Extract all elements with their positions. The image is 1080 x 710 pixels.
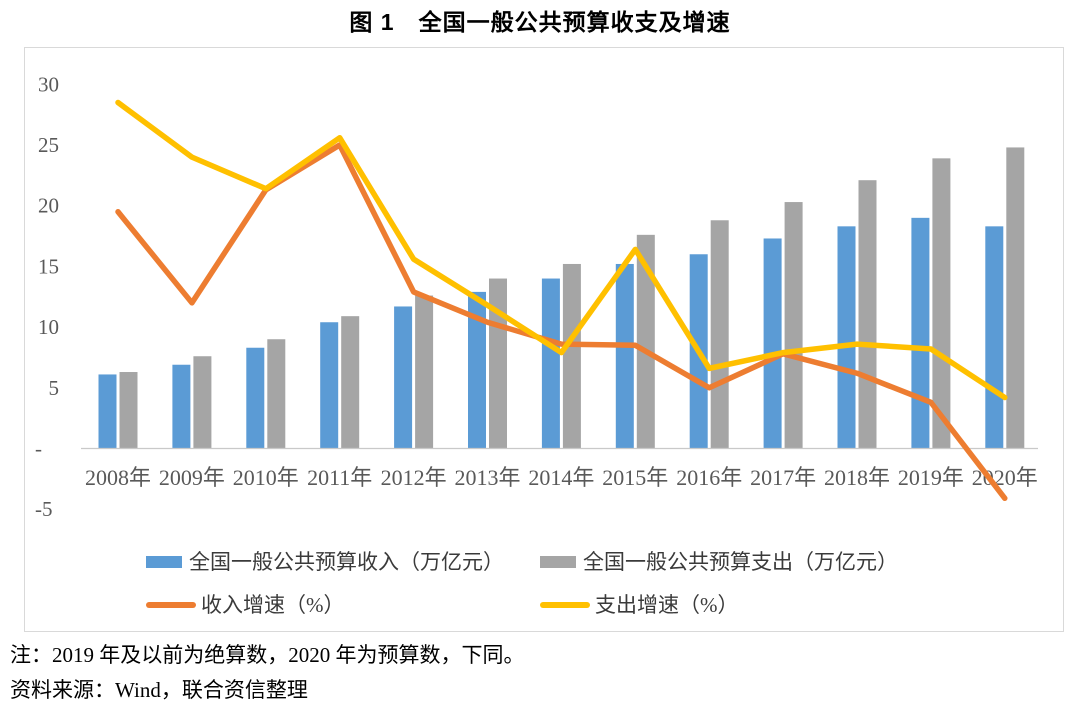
x-tick-label: 2014年 [528, 465, 594, 490]
expenditure-bars [119, 147, 1025, 449]
legend-swatch-revenue-growth-line [146, 602, 196, 608]
y-tick-label: 15 [38, 254, 59, 278]
data-source: 资料来源：Wind，联合资信整理 [10, 678, 308, 702]
bar-expenditure-2020年 [1006, 147, 1025, 449]
x-axis-labels: 2008年 2009年 2010年 2011年 2012年 2013年 2014年 2015年… [85, 465, 1038, 490]
legend-item-revenue-growth: 收入增速（%） [146, 594, 345, 616]
legend-item-expenditure-bar: 全国一般公共预算支出（万亿元） [540, 551, 898, 573]
y-tick-label: 30 [38, 72, 59, 96]
bar-expenditure-2012年 [415, 295, 434, 449]
x-tick-label: 2010年 [233, 465, 299, 490]
legend-label-expenditure-bar: 全国一般公共预算支出（万亿元） [583, 550, 898, 574]
bar-expenditure-2018年 [858, 180, 877, 449]
footnote: 注：2019 年及以前为绝算数，2020 年为预算数，下同。 [10, 643, 525, 667]
x-tick-label: 2017年 [750, 465, 816, 490]
bar-expenditure-2016年 [710, 220, 729, 449]
bar-revenue-2012年 [394, 306, 413, 449]
x-tick-label: 2013年 [454, 465, 520, 490]
bar-revenue-2019年 [911, 217, 930, 449]
x-tick-label: 2009年 [159, 465, 225, 490]
bar-expenditure-2010年 [267, 339, 286, 449]
legend-label-expenditure-growth: 支出增速（%） [595, 593, 739, 617]
bar-revenue-2018年 [837, 226, 856, 449]
bar-expenditure-2013年 [489, 278, 507, 449]
y-tick-label: - [35, 437, 42, 461]
bar-revenue-2015年 [615, 263, 634, 449]
bar-expenditure-2017年 [784, 202, 803, 449]
x-tick-label: 2015年 [602, 465, 668, 490]
y-tick-label: 10 [38, 315, 59, 339]
bar-revenue-2009年 [172, 364, 191, 449]
bar-revenue-2008年 [98, 374, 117, 449]
y-tick-label: 5 [49, 376, 60, 400]
bar-expenditure-2008年 [119, 372, 138, 449]
x-tick-label: 2012年 [381, 465, 447, 490]
bar-expenditure-2014年 [562, 263, 581, 449]
bar-revenue-2020年 [985, 226, 1004, 449]
bar-revenue-2011年 [320, 322, 339, 449]
y-tick-label: 20 [38, 194, 59, 218]
chart-panel: 30 25 20 15 10 5- -5 2008年 2009年 2010年 2011年 2012年 2… [24, 47, 1064, 632]
legend-label-revenue-bar: 全国一般公共预算收入（万亿元） [189, 550, 504, 574]
bar-revenue-2014年 [541, 278, 560, 449]
bar-revenue-2013年 [468, 291, 486, 449]
x-tick-label: 2011年 [307, 465, 372, 490]
bar-expenditure-2011年 [341, 316, 360, 449]
y-tick-label: -5 [35, 497, 53, 521]
x-tick-label: 2018年 [824, 465, 890, 490]
legend-item-expenditure-growth: 支出增速（%） [540, 594, 739, 616]
x-tick-label: 2019年 [898, 465, 964, 490]
bar-expenditure-2009年 [193, 356, 212, 449]
expenditure-growth-line [115, 99, 1008, 401]
bar-expenditure-2015年 [636, 234, 655, 449]
legend-label-revenue-growth: 收入增速（%） [201, 593, 345, 617]
chart-title: 图 1 全国一般公共预算收支及增速 [349, 9, 731, 35]
bar-expenditure-2019年 [932, 158, 951, 449]
x-tick-label: 2016年 [676, 465, 742, 490]
bar-revenue-2010年 [246, 347, 265, 449]
legend-swatch-expenditure-bar [540, 556, 576, 568]
bar-revenue-2017年 [763, 238, 782, 449]
y-axis-ticks: 30 25 20 15 10 5 - -5 [35, 72, 59, 521]
y-tick-label: 25 [38, 133, 59, 157]
legend-item-revenue-bar: 全国一般公共预算收入（万亿元） [146, 551, 504, 573]
legend-swatch-revenue-bar [146, 556, 182, 568]
legend-swatch-expenditure-growth-line [540, 602, 590, 608]
x-tick-label: 2008年 [85, 465, 151, 490]
